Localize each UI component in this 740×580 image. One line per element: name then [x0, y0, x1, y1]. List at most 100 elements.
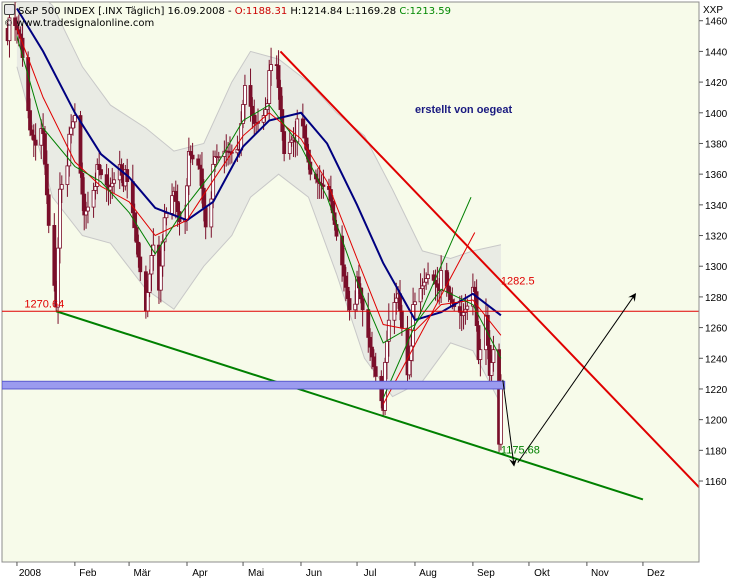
candle-body	[489, 362, 494, 376]
band-lower	[16, 66, 502, 405]
candle-body	[86, 206, 90, 212]
x-tick-label: Sep	[477, 568, 495, 579]
candle-body	[149, 255, 154, 275]
price-label: 1282.5	[501, 276, 535, 288]
chart-header: S&P 500 INDEX [.INX Täglich] 16.09.2008 …	[4, 4, 451, 18]
candle-body	[26, 57, 31, 112]
x-tick-label: Mär	[133, 568, 151, 579]
candle-body	[300, 118, 305, 127]
moving-average-red	[16, 28, 502, 336]
candle-body	[158, 265, 163, 291]
x-tick-label: Jun	[306, 568, 322, 579]
candle-body	[418, 288, 423, 303]
candle-body	[71, 121, 75, 129]
candle-body	[145, 292, 150, 312]
y-tick-label: 1400	[705, 109, 728, 120]
x-tick-label: Jul	[364, 568, 377, 579]
low-value: L:1169.28	[345, 6, 397, 17]
candle-body	[201, 187, 206, 209]
candle-body	[267, 70, 272, 104]
candle-body	[360, 298, 365, 311]
plot-layer	[2, 2, 699, 501]
candle-body	[343, 275, 348, 288]
candle-body	[80, 172, 85, 195]
candle-body	[52, 225, 57, 286]
site-credit: © www.tradesignalonline.com	[4, 18, 154, 29]
candle-body	[91, 189, 96, 208]
candle-body	[394, 297, 399, 303]
candle-body	[196, 158, 201, 166]
candle-body	[321, 184, 326, 187]
candle-body	[190, 154, 195, 160]
close-value: C:1213.59	[399, 6, 452, 17]
y-axis-unit: XXP	[703, 5, 723, 16]
triangle-lower-line	[382, 232, 476, 405]
candle-body	[276, 65, 281, 88]
candle-body	[461, 312, 466, 317]
candle-body	[29, 129, 34, 136]
candle-body	[46, 194, 51, 226]
candle-body	[371, 356, 376, 368]
x-tick-label: Dez	[647, 568, 665, 579]
candle-body	[31, 134, 36, 141]
candle-body	[347, 298, 352, 311]
x-tick-label: Apr	[192, 568, 208, 579]
y-tick-label: 1300	[705, 262, 728, 273]
resistance-line	[279, 50, 699, 488]
x-tick-label: Mai	[248, 568, 264, 579]
x-tick-label: 2008	[19, 568, 42, 579]
candle-body	[368, 337, 373, 348]
copyright-symbol: ©	[4, 19, 13, 29]
y-tick-label: 1200	[705, 416, 728, 427]
candle-body	[399, 310, 404, 329]
author-label: erstellt von oegeat	[415, 104, 513, 116]
candle-body	[65, 165, 70, 185]
candle-body	[422, 281, 427, 287]
candle-body	[424, 278, 429, 283]
candle-body	[108, 186, 113, 191]
x-tick-label: Nov	[591, 568, 609, 579]
candle-body	[302, 125, 307, 139]
candle-body	[170, 195, 174, 214]
candle-body	[104, 174, 109, 186]
y-tick-label: 1340	[705, 201, 728, 212]
y-tick-label: 1320	[705, 232, 728, 243]
candle-body	[72, 115, 77, 123]
price-label: 1270.64	[24, 299, 64, 311]
candle-body	[69, 127, 74, 135]
candle-body	[136, 241, 141, 258]
site-url: www.tradesignalonline.com	[16, 18, 155, 29]
candle-body	[465, 305, 470, 310]
candle-body	[175, 201, 180, 212]
candle-body	[342, 264, 346, 277]
y-tick-label: 1420	[705, 78, 728, 89]
candle-body	[112, 179, 117, 184]
band-upper	[47, 2, 502, 260]
candle-body	[160, 241, 165, 267]
candle-body	[439, 270, 444, 292]
candle-body	[188, 151, 193, 156]
candle-body	[278, 87, 283, 110]
candle-body	[345, 286, 350, 299]
candle-body	[43, 133, 47, 165]
candle-body	[44, 163, 49, 196]
candle-body	[407, 360, 412, 376]
candle-body	[499, 386, 503, 445]
candle-body	[138, 256, 143, 273]
open-value: O:1188.31	[234, 6, 288, 17]
candle-body	[134, 227, 139, 243]
candle-body	[33, 139, 38, 146]
forecast-arrow	[502, 379, 518, 467]
bar-date: 16.09.2008	[167, 6, 225, 17]
chart-menu-icon[interactable]	[4, 4, 15, 15]
candle-body	[269, 64, 273, 71]
candle-body	[59, 184, 64, 190]
high-value: H:1214.84	[290, 6, 343, 17]
candle-body	[203, 207, 208, 228]
candle-body	[110, 182, 115, 188]
candle-body	[373, 366, 378, 377]
candle-body	[97, 164, 102, 170]
x-tick-label: Feb	[79, 568, 97, 579]
